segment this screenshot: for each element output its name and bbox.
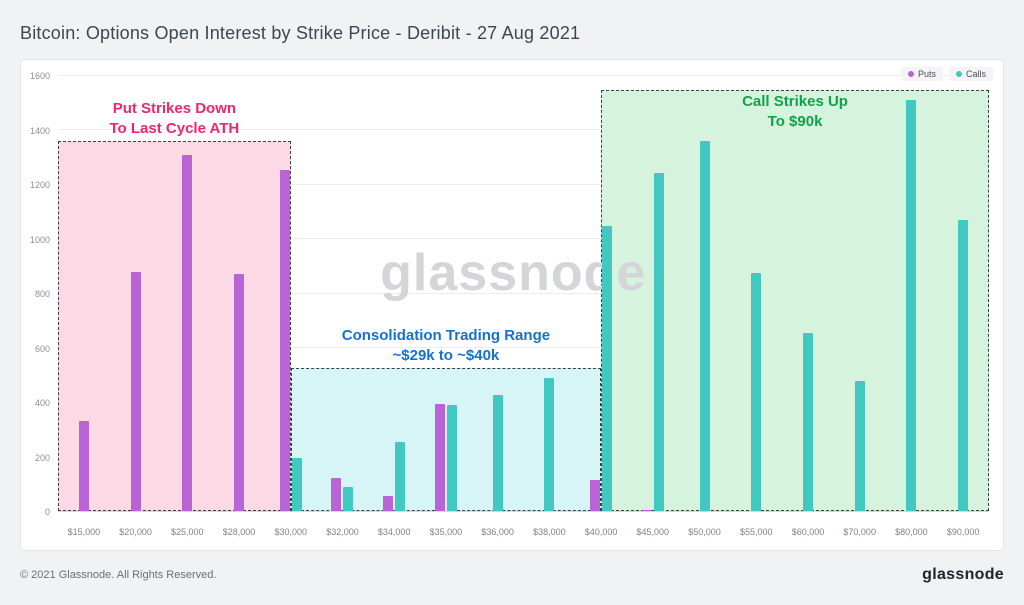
bar-puts-$45,000[interactable] [641, 509, 652, 511]
bar-puts-$15,000[interactable] [78, 421, 89, 511]
category-$25,000 [161, 76, 213, 511]
gridline-1600 [58, 75, 989, 76]
y-tick-200: 200 [34, 452, 50, 463]
bar-puts-$32,000[interactable] [331, 478, 342, 511]
legend: Puts Calls [900, 67, 993, 81]
x-tick-$80,000: $80,000 [895, 527, 928, 537]
y-tick-1200: 1200 [29, 180, 50, 190]
y-tick-800: 800 [34, 289, 50, 299]
y-tick-1400: 1400 [29, 125, 50, 136]
bar-calls-$34,000[interactable] [395, 441, 406, 511]
category-$34,000 [368, 76, 420, 511]
puts-color-dot-icon [907, 71, 914, 77]
x-axis: $15,000 $20,000 $25,000 $28,000 $30,000 $32,0… [58, 527, 989, 539]
x-tick-$50,000: $50,000 [688, 527, 721, 537]
bar-puts-$40,000[interactable] [590, 479, 601, 511]
x-tick-$90,000: $90,000 [946, 527, 980, 537]
x-tick-$35,000: $35,000 [429, 527, 463, 537]
legend-puts-label: Puts [917, 69, 936, 79]
annotation-call-strikes-up: Call Strikes Up To $90k [742, 93, 848, 130]
y-tick-1000: 1000 [29, 234, 50, 245]
category-$20,000 [110, 76, 162, 511]
annotation-consolidation-range: Consolidation Trading Range ~$29k to ~$40… [341, 327, 551, 364]
legend-calls-label: Calls [965, 69, 986, 79]
chart-card: Puts Calls 0 200 400 600 800 1000 1200 1400 1600… [20, 59, 1004, 551]
region-call-strikes-up [601, 89, 989, 511]
copyright-text: © 2021 Glassnode. All Rights Reserved. [20, 569, 217, 581]
bar-calls-$45,000[interactable] [653, 172, 664, 511]
category-$15,000 [58, 76, 110, 511]
category-$38,000 [524, 76, 576, 511]
bar-calls-$60,000[interactable] [802, 332, 813, 511]
gridline-600 [58, 346, 989, 348]
category-$30,000 [265, 76, 317, 511]
watermark: glassnode [380, 244, 647, 303]
bar-puts-$28,000[interactable] [234, 274, 245, 511]
x-tick-$15,000: $15,000 [67, 527, 101, 537]
bar-puts-$20,000[interactable] [130, 271, 141, 511]
x-tick-$20,000: $20,000 [119, 527, 152, 537]
category-$90,000 [937, 76, 989, 511]
category-$70,000 [834, 76, 886, 511]
y-tick-0: 0 [44, 507, 50, 517]
bar-calls-$32,000[interactable] [343, 486, 354, 511]
bar-calls-$35,000[interactable] [446, 404, 457, 511]
bar-calls-$30,000[interactable] [291, 457, 302, 511]
x-tick-$60,000: $60,000 [791, 527, 825, 537]
bar-calls-$36,000[interactable] [492, 395, 503, 511]
bar-calls-$90,000[interactable] [958, 220, 969, 511]
category-$28,000 [213, 76, 265, 511]
glassnode-logo: glassnode [922, 566, 1004, 583]
footer: © 2021 Glassnode. All Rights Reserved. g… [20, 551, 1004, 599]
category-$50,000 [679, 76, 731, 511]
bar-puts-$34,000[interactable] [383, 496, 394, 511]
chart-title: Bitcoin: Options Open Interest by Strike… [20, 23, 581, 43]
gridline-1200 [58, 183, 989, 185]
annotation-put-strikes-down: Put Strikes Down To Last Cycle ATH [109, 100, 240, 137]
bar-puts-$25,000[interactable] [182, 154, 193, 511]
x-tick-$28,000: $28,000 [222, 527, 256, 537]
legend-item-calls[interactable]: Calls [948, 67, 993, 81]
bar-calls-$38,000[interactable] [544, 377, 555, 511]
category-$55,000 [730, 76, 782, 511]
x-tick-$32,000: $32,000 [326, 527, 359, 537]
gridline-800 [58, 292, 989, 294]
y-tick-1600: 1600 [29, 71, 50, 81]
category-$45,000 [627, 76, 679, 511]
x-tick-$25,000: $25,000 [171, 527, 204, 537]
x-tick-$45,000: $45,000 [636, 527, 670, 537]
category-$60,000 [782, 76, 834, 511]
y-tick-400: 400 [34, 398, 50, 408]
x-tick-$55,000: $55,000 [739, 527, 773, 537]
x-tick-$70,000: $70,000 [843, 527, 876, 537]
x-tick-$30,000: $30,000 [274, 527, 308, 537]
bar-calls-$55,000[interactable] [751, 273, 762, 511]
bar-calls-$50,000[interactable] [699, 141, 710, 511]
x-tick-$40,000: $40,000 [584, 527, 618, 537]
bar-calls-$70,000[interactable] [854, 380, 865, 511]
gridline-1400 [58, 129, 989, 131]
legend-item-puts[interactable]: Puts [900, 67, 943, 81]
x-tick-$36,000: $36,000 [481, 527, 514, 537]
category-$80,000 [886, 76, 938, 511]
x-tick-$34,000: $34,000 [377, 527, 411, 537]
bar-calls-$40,000[interactable] [602, 225, 613, 511]
category-$35,000 [420, 76, 472, 511]
bar-puts-$30,000[interactable] [279, 169, 290, 511]
calls-color-dot-icon [955, 71, 962, 77]
bar-calls-$80,000[interactable] [906, 100, 917, 511]
y-axis: 0 200 400 600 800 1000 1200 1400 1600 [21, 71, 54, 517]
category-$36,000 [472, 76, 524, 511]
category-$32,000 [317, 76, 369, 511]
category-$40,000 [575, 76, 627, 511]
region-put-strikes-down [58, 141, 291, 511]
plot-area: glassnode Put Strikes Down To Last Cycle … [58, 75, 989, 512]
gridline-1000 [58, 238, 989, 240]
y-tick-600: 600 [34, 343, 50, 354]
bar-puts-$35,000[interactable] [434, 403, 445, 511]
x-tick-$38,000: $38,000 [533, 527, 566, 537]
